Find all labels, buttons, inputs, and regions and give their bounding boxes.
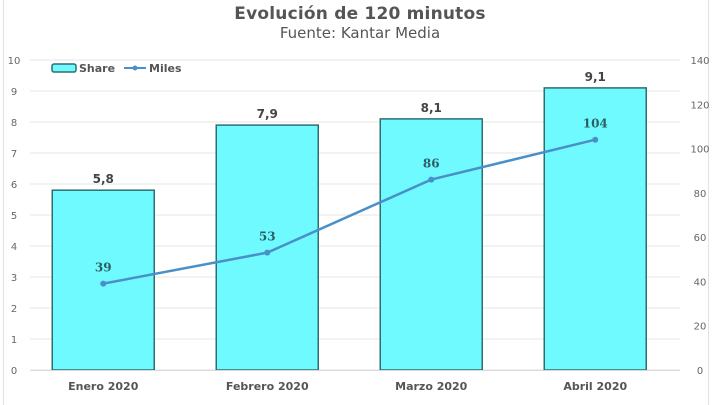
y-right-tick-label: 140 [690, 56, 709, 67]
miles-value-label: 39 [95, 261, 112, 275]
x-axis: Enero 2020 Febrero 2020 Marzo 2020 Abril 20… [30, 370, 680, 393]
x-category-label: Enero 2020 [68, 380, 139, 393]
x-category-label: Febrero 2020 [226, 380, 309, 393]
legend: Share Miles [51, 62, 182, 75]
y-left-tick-label: 4 [11, 242, 17, 253]
share-bar [379, 118, 483, 371]
share-bars: 5,8 7,9 8,1 9,1 [51, 70, 647, 371]
chart-frame [3, 0, 709, 405]
share-bar [51, 189, 155, 371]
y-right-tick-label: 120 [690, 100, 709, 111]
y-left-tick-label: 6 [11, 180, 17, 191]
y-right-tick-label: 0 [697, 366, 703, 377]
legend-share-label: Share [79, 62, 115, 75]
y-left-tick-label: 0 [11, 366, 17, 377]
chart-subtitle: Fuente: Kantar Media [279, 24, 441, 42]
x-category-label: Abril 2020 [563, 380, 627, 393]
y-left-tick-label: 7 [11, 149, 17, 160]
miles-value-label: 53 [259, 230, 276, 244]
miles-polyline [103, 138, 596, 285]
legend-share-swatch [51, 63, 77, 73]
legend-miles-label: Miles [149, 62, 182, 75]
miles-point-marker [264, 249, 271, 256]
share-bar [215, 124, 319, 371]
miles-point-marker [592, 136, 599, 143]
y-left-tick-label: 8 [11, 118, 17, 129]
share-bar [543, 87, 647, 371]
y-axis-right: 0 20 40 60 80 100 120 140 [690, 56, 709, 377]
chart-title: Evolución de 120 minutos [234, 4, 486, 24]
y-left-tick-label: 10 [8, 56, 21, 67]
y-right-tick-label: 20 [694, 322, 707, 333]
legend-miles-marker-icon [132, 65, 138, 71]
miles-point-marker [100, 280, 107, 287]
y-left-tick-label: 3 [11, 273, 17, 284]
y-left-tick-label: 9 [11, 87, 17, 98]
y-axis-left: 0 1 2 3 4 5 6 7 8 9 10 [8, 56, 21, 377]
x-category-label: Marzo 2020 [395, 380, 468, 393]
y-left-tick-label: 1 [11, 335, 17, 346]
share-bar-value-label: 9,1 [585, 70, 606, 84]
miles-value-label: 86 [423, 157, 440, 171]
y-left-tick-label: 5 [11, 211, 17, 222]
share-bar-value-label: 8,1 [421, 101, 442, 115]
y-right-tick-label: 60 [694, 233, 707, 244]
y-right-tick-label: 80 [694, 189, 707, 200]
y-left-tick-label: 2 [11, 304, 17, 315]
miles-value-label: 104 [583, 117, 608, 131]
share-bar-value-label: 5,8 [93, 172, 114, 186]
y-right-tick-label: 40 [694, 277, 707, 288]
share-bar-value-label: 7,9 [257, 107, 278, 121]
y-right-tick-label: 100 [690, 145, 709, 156]
miles-line: 39 53 86 104 [95, 117, 608, 287]
miles-point-marker [428, 176, 435, 183]
